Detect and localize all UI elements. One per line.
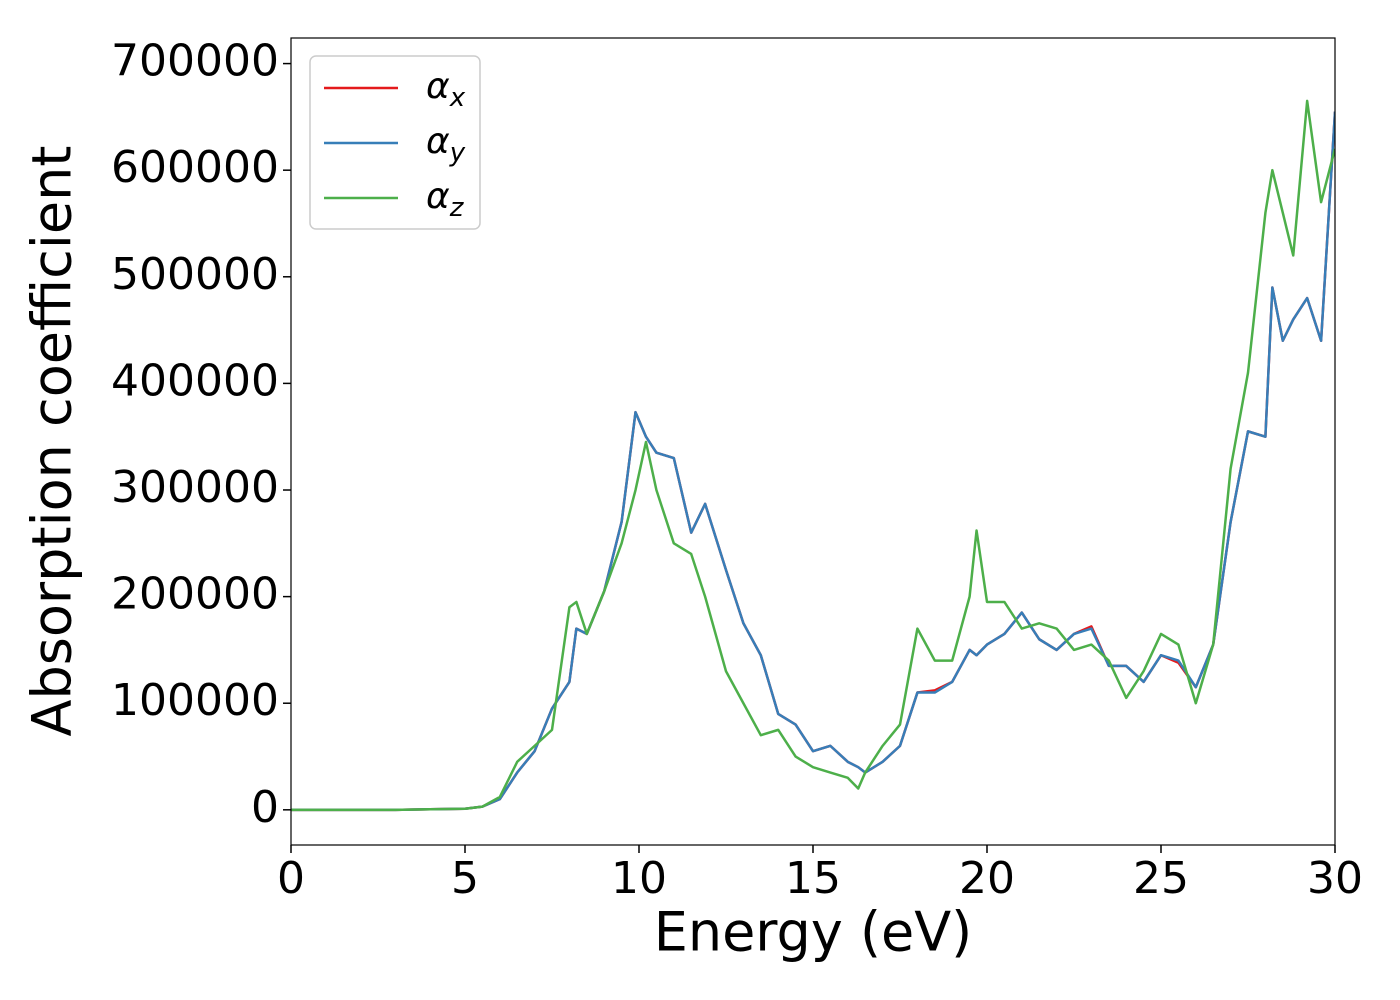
x-tick-label: 25 [1133,853,1189,904]
legend-label: αy [426,121,466,168]
x-tick-label: 20 [959,853,1015,904]
y-tick-label: 100000 [111,675,279,726]
x-axis-label: Energy (eV) [654,901,973,964]
y-tick-label: 300000 [111,462,279,513]
y-tick-label: 700000 [111,36,279,87]
y-tick-label: 500000 [111,249,279,300]
y-tick-label: 0 [251,782,279,833]
x-tick-label: 15 [785,853,841,904]
legend-label: αz [426,176,465,223]
legend-label: αx [426,66,466,113]
series-line [291,99,1335,812]
y-tick-label: 200000 [111,569,279,620]
y-tick-label: 400000 [111,355,279,406]
y-tick-label: 600000 [111,142,279,193]
y-axis-label: Absorption coefficient [21,146,84,737]
x-tick-label: 30 [1307,853,1363,904]
plot-frame [290,37,1336,846]
x-tick-label: 10 [611,853,667,904]
x-tick-label: 5 [451,853,479,904]
x-tick-label: 0 [277,853,305,904]
